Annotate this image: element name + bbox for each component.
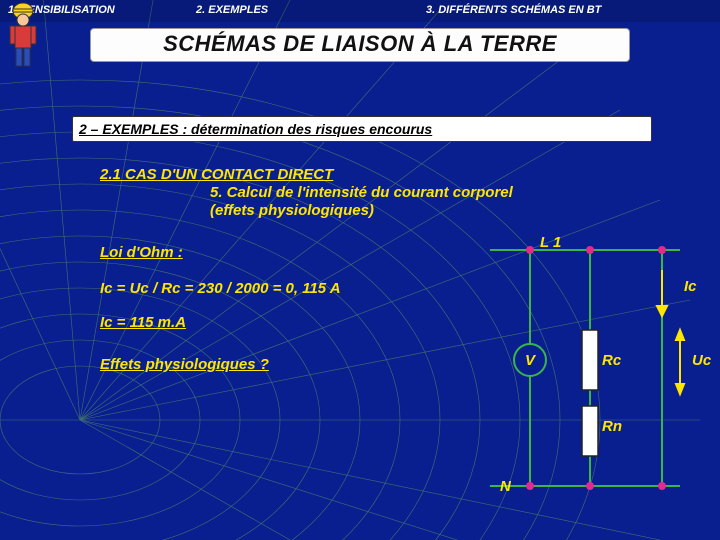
physio-question: Effets physiologiques ? [100, 356, 269, 373]
label-rn: Rn [602, 418, 622, 435]
label-v: V [525, 352, 535, 369]
circuit-diagram [470, 230, 700, 510]
formula-line: Ic = Uc / Rc = 230 / 2000 = 0, 115 A [100, 280, 341, 297]
result-line: Ic = 115 m.A [100, 314, 186, 331]
label-l1: L 1 [540, 234, 561, 251]
law-label: Loi d'Ohm : [100, 244, 183, 261]
top-tabs: 1. SENSIBILISATION 2. EXEMPLES 3. DIFFÉR… [0, 0, 720, 22]
label-ic: Ic [684, 278, 697, 295]
worker-icon [4, 0, 42, 70]
label-rc: Rc [602, 352, 621, 369]
section-heading: 2 – EXEMPLES : détermination des risques… [72, 116, 652, 142]
tab-exemples[interactable]: 2. EXEMPLES [188, 0, 418, 22]
tab-schemas-bt[interactable]: 3. DIFFÉRENTS SCHÉMAS EN BT [418, 0, 720, 22]
subheading-case: 2.1 CAS D'UN CONTACT DIRECT [100, 166, 333, 183]
label-n: N [500, 478, 511, 495]
label-uc: Uc [692, 352, 711, 369]
page-title: SCHÉMAS DE LIAISON À LA TERRE [90, 28, 630, 62]
subheading-calc: 5. Calcul de l'intensité du courant corp… [210, 184, 513, 220]
